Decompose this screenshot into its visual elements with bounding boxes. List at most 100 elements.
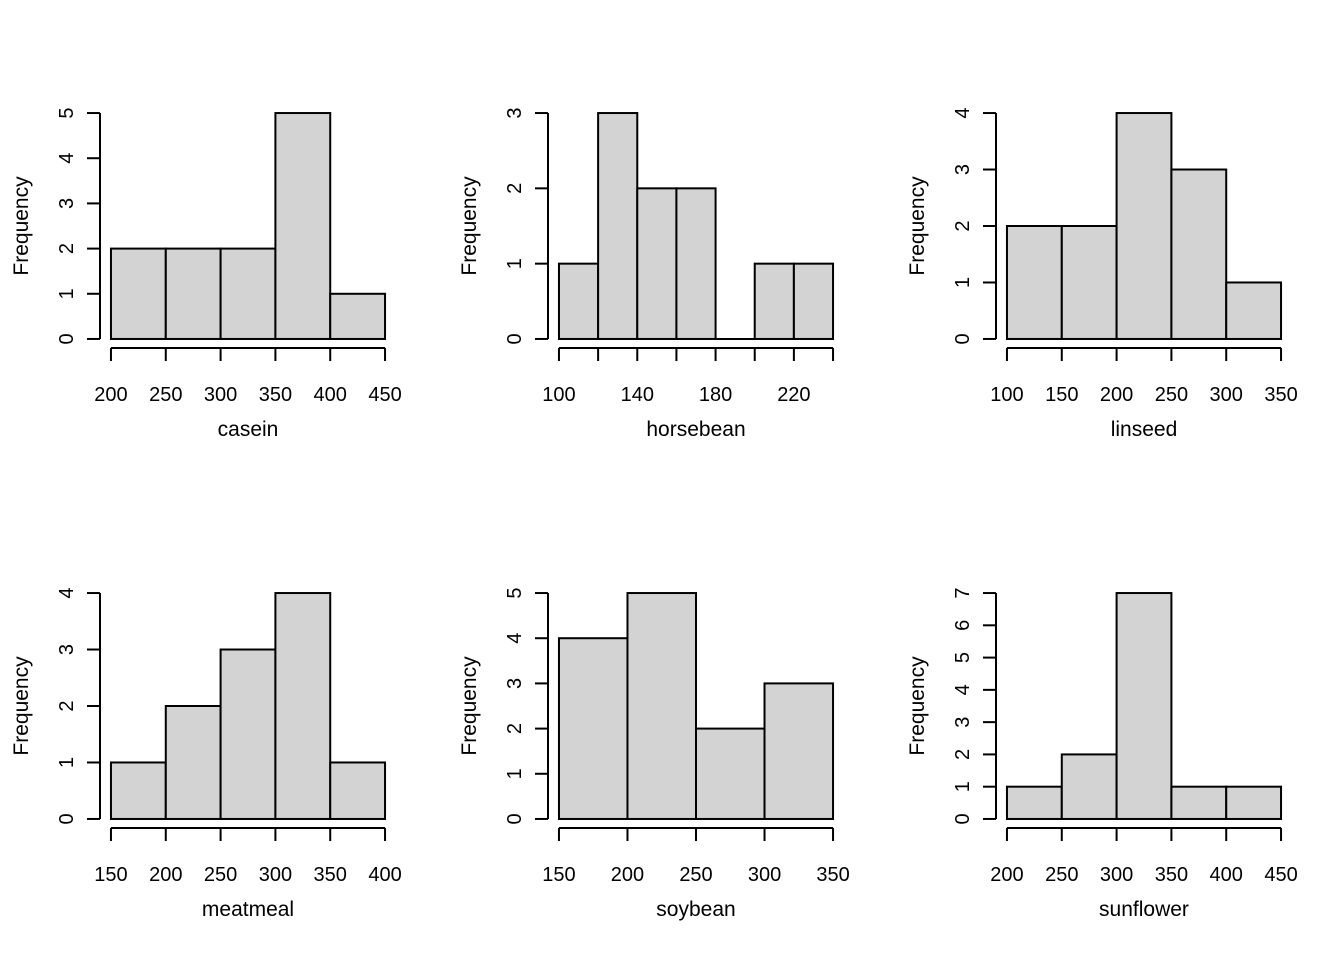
y-tick-label: 0 bbox=[56, 813, 78, 824]
x-tick-label: 250 bbox=[149, 384, 182, 406]
histogram-panel-soybean: 150 200 250 300 350 0 1 2 3 4 5 soybean Frequency bbox=[448, 480, 896, 960]
histogram-bar bbox=[329, 761, 387, 820]
x-tick-label: 200 bbox=[1100, 384, 1133, 406]
histogram-bar bbox=[164, 705, 222, 820]
histogram-bar bbox=[1225, 785, 1283, 820]
x-tick-label: 100 bbox=[542, 384, 575, 406]
y-axis-title: Frequency bbox=[10, 176, 33, 276]
y-axis-title: Frequency bbox=[906, 176, 929, 276]
x-tick-label: 200 bbox=[149, 864, 182, 886]
x-axis-title: meatmeal bbox=[202, 898, 294, 921]
histogram-panel-linseed: 100 150 200 250 300 350 0 1 2 3 4 linseed Frequency bbox=[896, 0, 1344, 480]
histogram-bar bbox=[1115, 592, 1173, 820]
histogram-bar bbox=[597, 112, 639, 340]
histogram-bar bbox=[219, 648, 277, 820]
x-tick-label: 300 bbox=[259, 864, 292, 886]
x-tick-label: 140 bbox=[621, 384, 654, 406]
x-tick-label: 250 bbox=[204, 864, 237, 886]
y-tick-label: 3 bbox=[56, 644, 78, 655]
x-tick-label: 250 bbox=[1045, 864, 1078, 886]
y-tick-label: 2 bbox=[56, 243, 78, 254]
histogram-bar bbox=[164, 247, 222, 340]
x-tick-label: 300 bbox=[1210, 384, 1243, 406]
y-tick-label: 3 bbox=[56, 198, 78, 209]
y-tick-label: 3 bbox=[504, 678, 526, 689]
histogram-svg-soybean: 150 200 250 300 350 0 1 2 3 4 5 soybean Frequency bbox=[458, 587, 850, 921]
y-tick-label: 0 bbox=[504, 333, 526, 344]
histogram-panel-casein: 200 250 300 350 400 450 0 1 2 3 4 5 casein Frequency bbox=[0, 0, 448, 480]
x-tick-label: 450 bbox=[368, 384, 401, 406]
y-tick-label: 2 bbox=[504, 183, 526, 194]
y-tick-label: 6 bbox=[952, 620, 974, 631]
histogram-bar bbox=[274, 592, 332, 820]
x-tick-label: 250 bbox=[679, 864, 712, 886]
y-tick-label: 4 bbox=[56, 587, 78, 598]
x-tick-label: 150 bbox=[94, 864, 127, 886]
x-axis-title: soybean bbox=[656, 898, 735, 921]
histogram-bar bbox=[1170, 785, 1228, 820]
y-tick-label: 5 bbox=[504, 587, 526, 598]
histogram-bar bbox=[675, 187, 717, 340]
y-tick-label: 0 bbox=[952, 333, 974, 344]
histogram-svg-linseed: 100 150 200 250 300 350 0 1 2 3 4 linseed Frequency bbox=[906, 107, 1298, 441]
y-tick-label: 1 bbox=[952, 277, 974, 288]
histogram-bar bbox=[1060, 225, 1118, 340]
histogram-bar bbox=[792, 262, 835, 340]
x-axis-title: horsebean bbox=[646, 418, 745, 441]
histogram-bar bbox=[557, 637, 629, 820]
y-tick-label: 0 bbox=[56, 333, 78, 344]
histogram-bar bbox=[636, 187, 678, 340]
histogram-bar bbox=[557, 262, 600, 340]
y-tick-label: 5 bbox=[952, 652, 974, 663]
y-tick-label: 5 bbox=[56, 107, 78, 118]
x-tick-label: 300 bbox=[748, 864, 781, 886]
histogram-bar bbox=[1115, 112, 1173, 340]
histogram-bar bbox=[1170, 168, 1228, 340]
y-axis-title: Frequency bbox=[10, 656, 33, 756]
x-tick-label: 180 bbox=[699, 384, 732, 406]
x-axis-title: sunflower bbox=[1099, 898, 1189, 921]
y-tick-label: 4 bbox=[504, 633, 526, 644]
histogram-svg-casein: 200 250 300 350 400 450 0 1 2 3 4 5 casein Frequency bbox=[10, 107, 402, 441]
y-tick-label: 3 bbox=[504, 107, 526, 118]
x-tick-label: 400 bbox=[314, 384, 347, 406]
histogram-bar bbox=[1060, 753, 1118, 820]
histogram-bar bbox=[1005, 785, 1063, 820]
x-tick-label: 350 bbox=[314, 864, 347, 886]
y-tick-label: 4 bbox=[56, 153, 78, 164]
x-tick-label: 150 bbox=[1045, 384, 1078, 406]
y-tick-label: 1 bbox=[56, 288, 78, 299]
y-axis-title: Frequency bbox=[458, 656, 481, 756]
histogram-panel-horsebean: 100 140 180 220 0 1 2 3 horsebean Frequency bbox=[448, 0, 896, 480]
y-tick-label: 7 bbox=[952, 587, 974, 598]
histogram-bar bbox=[109, 247, 167, 340]
histogram-bar bbox=[695, 727, 766, 820]
x-tick-label: 300 bbox=[204, 384, 237, 406]
y-axis-title: Frequency bbox=[458, 176, 481, 276]
histogram-bar bbox=[763, 682, 835, 820]
y-tick-label: 2 bbox=[504, 723, 526, 734]
x-tick-label: 400 bbox=[368, 864, 401, 886]
histogram-panel-meatmeal: 150 200 250 300 350 400 0 1 2 3 4 meatmeal Frequency bbox=[0, 480, 448, 960]
y-tick-label: 1 bbox=[504, 258, 526, 269]
y-tick-label: 3 bbox=[952, 164, 974, 175]
y-tick-label: 1 bbox=[56, 757, 78, 768]
y-tick-label: 3 bbox=[952, 717, 974, 728]
x-tick-label: 100 bbox=[990, 384, 1023, 406]
histogram-bar bbox=[109, 761, 167, 820]
x-tick-label: 350 bbox=[1155, 864, 1188, 886]
histogram-bar bbox=[274, 112, 332, 340]
y-tick-label: 2 bbox=[952, 220, 974, 231]
y-tick-label: 2 bbox=[56, 700, 78, 711]
x-tick-label: 400 bbox=[1210, 864, 1243, 886]
y-tick-label: 1 bbox=[952, 781, 974, 792]
x-tick-label: 200 bbox=[990, 864, 1023, 886]
histogram-bar bbox=[753, 262, 795, 340]
y-axis-title: Frequency bbox=[906, 656, 929, 756]
histogram-panel-sunflower: 200 250 300 350 400 450 0 1 2 3 4 5 6 7 sunflower Frequ… bbox=[896, 480, 1344, 960]
histogram-bar bbox=[1005, 225, 1063, 340]
x-axis-title: casein bbox=[218, 418, 279, 441]
y-tick-label: 4 bbox=[952, 684, 974, 695]
histogram-bar bbox=[329, 292, 387, 340]
